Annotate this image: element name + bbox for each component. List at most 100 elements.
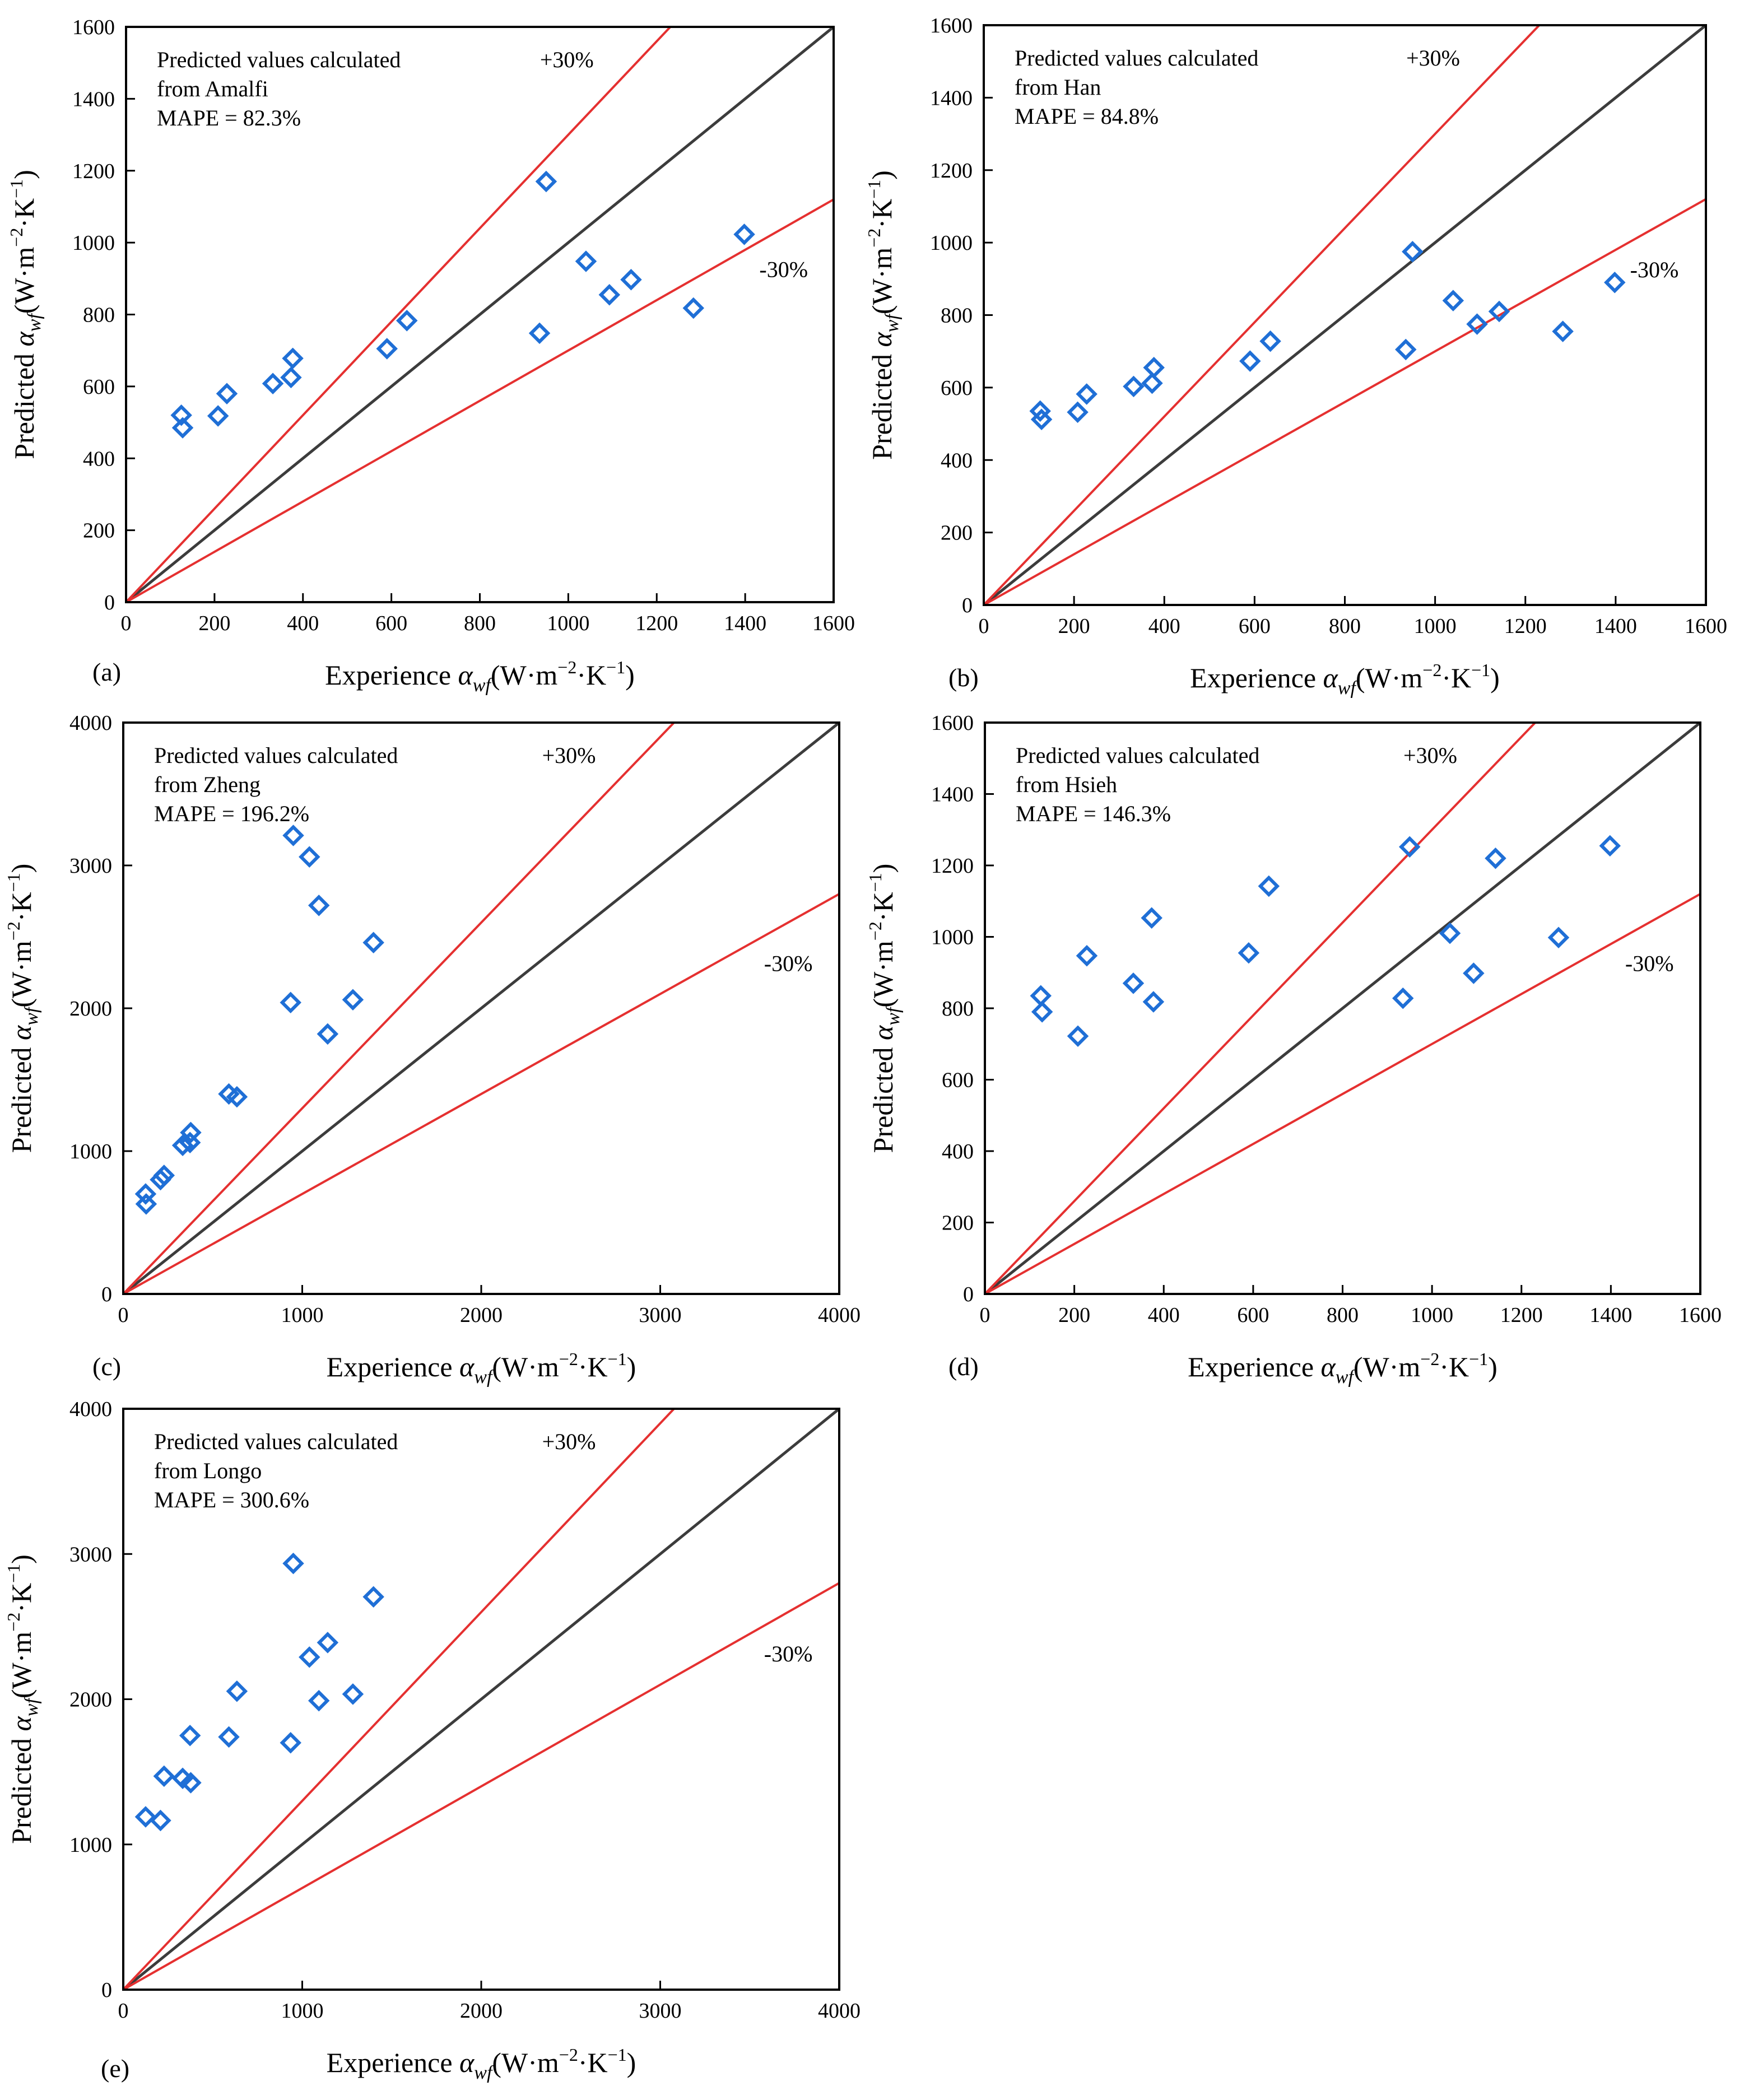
data-point [1488, 300, 1510, 323]
y-tick-label: 1000 [931, 926, 974, 949]
data-point [598, 283, 621, 306]
data-point [262, 372, 284, 394]
x-tick-label: 400 [1148, 1303, 1180, 1327]
x-tick-label: 1400 [724, 612, 766, 635]
y-tick-label: 4000 [69, 1398, 112, 1421]
y-tick-label: 0 [104, 591, 115, 614]
y-tick-label: 1200 [930, 159, 973, 183]
plus-30-line [123, 723, 676, 1294]
data-point [1076, 945, 1098, 967]
data-point [317, 1023, 339, 1045]
y-tick-label: 200 [941, 521, 973, 545]
y-axis-title: Predicted αwf(W·m−2·K−1) [3, 864, 42, 1153]
y-tick-label: 1000 [69, 1140, 112, 1163]
y-tick-label: 0 [101, 1283, 112, 1306]
data-point [1485, 848, 1506, 869]
data-point [1030, 408, 1053, 431]
x-tick-label: 3000 [639, 1999, 682, 2023]
panel-label: (e) [101, 2054, 129, 2083]
minus-30-line [123, 893, 839, 1294]
x-tick-label: 600 [1239, 614, 1271, 638]
data-point [226, 1680, 248, 1702]
data-point [171, 1134, 194, 1157]
y-tick-label: 200 [83, 519, 115, 543]
x-axis-title: Experience αwf(W·m−2·K−1) [1188, 1349, 1497, 1387]
chart-panel-a: 0 200 400 600 800 1000 1200 1400 1600 0 200 400 600 8… [6, 16, 855, 696]
chart-panel-e: 0 1000 2000 3000 4000 0 1000 2000 3000 4000 Predic… [3, 1398, 861, 2083]
data-point [216, 383, 238, 404]
x-tick-label: 0 [121, 612, 132, 635]
y-axis-title: Predicted αwf(W·m−2·K−1) [3, 1554, 42, 1844]
minus-30-label: -30% [1630, 257, 1679, 282]
annotation-line: MAPE = 196.2% [154, 801, 309, 826]
x-tick-label: 1000 [1411, 1303, 1453, 1327]
y-axis-title: Predicted αwf(W·m−2·K−1) [864, 170, 903, 460]
data-point [1239, 350, 1261, 372]
data-point [207, 405, 229, 427]
x-tick-label: 4000 [818, 1999, 861, 2023]
x-tick-label: 1600 [812, 612, 855, 635]
data-point [376, 338, 398, 360]
data-point [308, 895, 330, 916]
panel-label: (b) [948, 663, 979, 692]
x-tick-label: 1400 [1594, 614, 1637, 638]
y-tick-label: 400 [83, 447, 115, 471]
data-point [1031, 1001, 1053, 1023]
x-axis-title: Experience αwf(W·m−2·K−1) [327, 2045, 636, 2083]
y-tick-label: 1000 [72, 231, 115, 255]
x-tick-label: 800 [1327, 1303, 1359, 1327]
chart-panel-c: 0 1000 2000 3000 4000 0 1000 2000 3000 4000 Predic… [3, 711, 861, 1387]
data-point [620, 268, 642, 291]
data-point [1067, 401, 1089, 423]
data-point [362, 1586, 384, 1608]
data-point [1123, 375, 1145, 398]
x-tick-label: 600 [1237, 1303, 1269, 1327]
reference-lines [984, 25, 1706, 605]
y-tick-label: 3000 [69, 854, 112, 878]
y-tick-label: 1600 [72, 16, 115, 39]
plus-30-line [984, 25, 1541, 605]
data-point [1141, 372, 1163, 394]
data-point [153, 1165, 175, 1186]
y-tick-label: 1400 [72, 87, 115, 111]
x-tick-label: 1200 [1504, 614, 1547, 638]
data-point [134, 1806, 157, 1828]
reference-lines [126, 27, 834, 602]
annotation-line: Predicted values calculated [154, 1429, 398, 1454]
x-tick-label: 0 [979, 614, 989, 638]
data-point [362, 932, 384, 953]
data-point [1143, 357, 1165, 379]
y-tick-label: 800 [941, 304, 973, 328]
y-tick-label: 0 [962, 594, 973, 617]
data-point [528, 322, 551, 344]
identity-line [126, 27, 834, 602]
data-point [308, 1689, 330, 1712]
data-point [1030, 985, 1052, 1007]
x-tick-label: 800 [1329, 614, 1361, 638]
x-tick-label: 0 [980, 1303, 990, 1327]
annotation-line: MAPE = 146.3% [1016, 801, 1171, 826]
data-point [280, 1732, 301, 1754]
annotation-line: from Longo [154, 1458, 262, 1483]
x-axis-title: Experience αwf(W·m−2·K−1) [327, 1349, 636, 1387]
plus-30-label: +30% [540, 47, 594, 72]
y-tick-label: 4000 [69, 711, 112, 735]
data-point [1466, 313, 1488, 335]
annotation-line: MAPE = 300.6% [154, 1487, 309, 1512]
plus-30-label: +30% [542, 743, 596, 768]
x-axis-title: Experience αwf(W·m−2·K−1) [325, 657, 635, 696]
annotation-line: Predicted values calculated [157, 47, 401, 72]
chart-panel-d: 0 200 400 600 800 1000 1200 1400 1600 0 200 400 600 8… [865, 711, 1722, 1387]
x-tick-label: 2000 [460, 1999, 503, 2023]
y-tick-label: 1600 [931, 711, 974, 735]
data-point [280, 366, 302, 389]
x-tick-label: 1000 [1414, 614, 1457, 638]
data-point [1259, 330, 1281, 352]
panel-label: (d) [948, 1352, 979, 1381]
plus-30-label: +30% [1403, 743, 1457, 768]
data-point [282, 347, 304, 370]
chart-panel-b: 0 200 400 600 800 1000 1200 1400 1600 0 200 400 600 8… [864, 14, 1727, 699]
y-tick-label: 0 [963, 1283, 974, 1306]
y-axis-title: Predicted αwf(W·m−2·K−1) [6, 170, 45, 459]
